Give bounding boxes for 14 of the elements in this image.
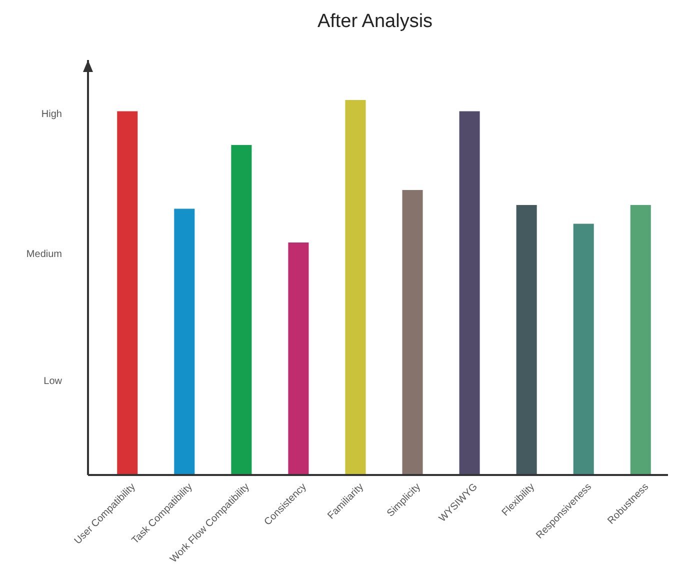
text: Medium [26, 249, 62, 260]
bar [174, 208, 195, 475]
bar [630, 205, 651, 475]
chart-title: After Analysis [317, 11, 433, 32]
text: High [41, 109, 62, 120]
bar [117, 111, 138, 475]
bar [231, 145, 252, 475]
bar [459, 111, 480, 475]
bar [402, 190, 423, 475]
bar [573, 224, 594, 475]
bar [516, 205, 537, 475]
text: Low [44, 376, 63, 388]
bar [345, 100, 366, 475]
bar [288, 242, 309, 475]
